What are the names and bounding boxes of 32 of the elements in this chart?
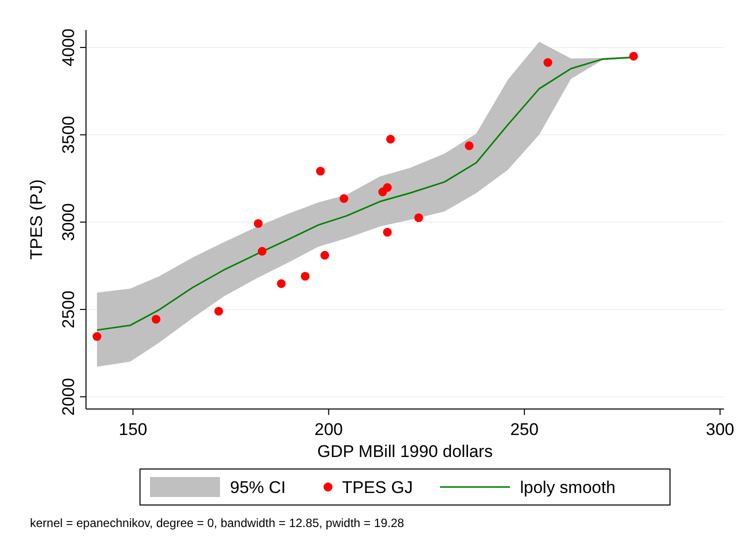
legend-label: lpoly smooth xyxy=(520,478,616,497)
x-axis-title: GDP MBill 1990 dollars xyxy=(317,442,493,461)
text: kernel = epanechnikov, degree = 0, bandwidth = 12.85, pwidth = 19.28 xyxy=(30,516,404,530)
point xyxy=(383,183,392,192)
y-tick-label: 3500 xyxy=(59,116,78,154)
point xyxy=(383,228,392,237)
point xyxy=(320,250,330,260)
y-tick-label: 3000 xyxy=(59,203,78,242)
point xyxy=(414,213,424,222)
legend-label: TPES GJ xyxy=(342,478,413,497)
point xyxy=(92,332,102,341)
y-axis-title: TPES (PJ) xyxy=(27,179,46,260)
point xyxy=(464,141,474,150)
point xyxy=(300,272,310,281)
x-tick-label: 250 xyxy=(510,420,539,439)
point xyxy=(254,219,263,228)
point xyxy=(386,134,395,144)
x-tick-label: 150 xyxy=(118,420,148,439)
y-tick-label: 2000 xyxy=(59,378,78,416)
point xyxy=(629,52,638,61)
point xyxy=(258,246,267,256)
x-tick-label: 300 xyxy=(706,420,734,439)
point xyxy=(276,279,286,288)
point xyxy=(152,314,160,324)
point xyxy=(316,166,325,176)
text: 95% CI xyxy=(230,478,286,497)
point xyxy=(214,306,224,316)
y-tick-label: 2500 xyxy=(59,290,78,328)
x-tick-label: 200 xyxy=(314,420,343,439)
point xyxy=(340,194,348,203)
y-tick-label: 4000 xyxy=(59,28,78,66)
point xyxy=(543,58,552,67)
